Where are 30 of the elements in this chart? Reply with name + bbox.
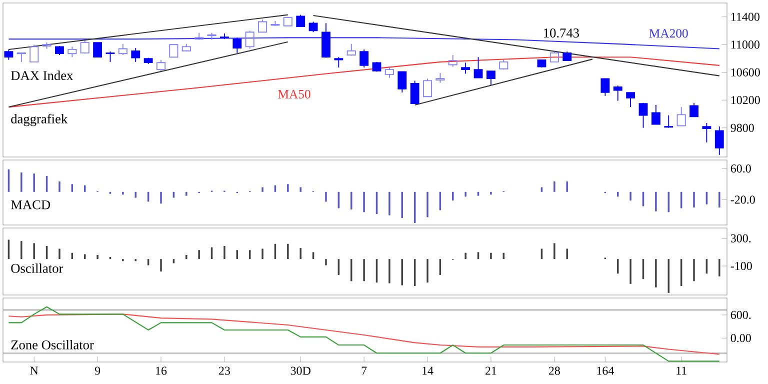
y-tick-label: -20.0 — [730, 196, 755, 204]
x-tick-label: 23 — [218, 366, 230, 375]
x-tick-label: 30D — [290, 366, 310, 375]
text: MACD — [10, 200, 50, 210]
text: Oscillator — [11, 263, 64, 273]
x-tick-label: 9 — [94, 366, 100, 375]
x-tick-label: 11 — [676, 366, 686, 375]
x-tick-label: 21 — [485, 366, 496, 375]
y-tick-label: 10600 — [731, 68, 760, 76]
x-tick-label: 16 — [156, 366, 167, 375]
x-tick-label: 164 — [597, 366, 614, 375]
text: Zone Oscillator — [11, 340, 94, 350]
y-tick-label: 11400 — [731, 12, 760, 21]
y-tick-label: 9800 — [730, 124, 754, 132]
series-label: MA200 — [649, 29, 688, 38]
series-label: MA50 — [278, 90, 310, 98]
x-tick-label: 7 — [362, 366, 367, 375]
x-tick-label: N — [30, 366, 38, 375]
y-tick-label: 11000 — [731, 40, 760, 49]
text: DAX Index — [10, 70, 74, 80]
annotation: 10.743 — [544, 28, 580, 38]
text: daggrafiek — [11, 114, 68, 126]
y-tick-label: 10200 — [731, 96, 760, 104]
y-tick-label: 0.00 — [730, 334, 751, 342]
y-tick-label: 60.0 — [730, 164, 751, 173]
y-tick-label: -100 — [730, 262, 752, 270]
x-tick-label: 28 — [548, 366, 560, 375]
x-tick-label: 14 — [422, 366, 434, 375]
y-tick-label: 300. — [730, 234, 751, 242]
y-tick-label: 600. — [730, 310, 751, 320]
